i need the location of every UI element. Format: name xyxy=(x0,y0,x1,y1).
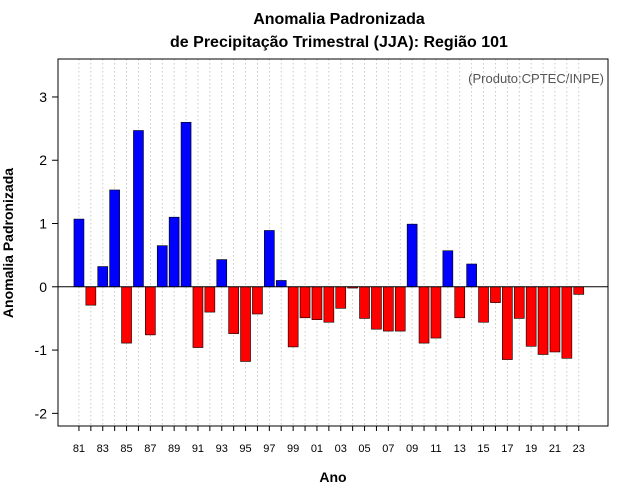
bar-15 xyxy=(478,286,489,323)
x-tick-label: 17 xyxy=(501,443,513,455)
x-tick-label: 81 xyxy=(73,443,85,455)
bar-18 xyxy=(513,286,525,319)
bar-99 xyxy=(287,286,299,348)
x-tick-label: 07 xyxy=(382,443,394,455)
bar-98 xyxy=(275,280,287,288)
x-tick-label: 23 xyxy=(573,443,585,455)
bar-87 xyxy=(145,286,156,336)
x-tick-label: 85 xyxy=(120,443,132,455)
y-axis-label: Anomalia Padronizada xyxy=(0,168,16,318)
y-tick-label: -1 xyxy=(35,342,48,358)
plot-frame xyxy=(57,58,609,427)
bar-83 xyxy=(97,266,109,288)
x-tick-label: 01 xyxy=(311,443,323,455)
bar-94 xyxy=(228,286,239,334)
bar-12 xyxy=(442,250,454,288)
bar-89 xyxy=(168,216,180,288)
y-axis: -2 -1 0 1 2 3 xyxy=(35,89,58,421)
y-tick-label: 0 xyxy=(39,279,47,295)
bar-20 xyxy=(537,286,549,355)
bar-07 xyxy=(383,286,394,332)
y-tick-label: 3 xyxy=(39,89,47,105)
bar-03 xyxy=(335,286,347,309)
grid-lines xyxy=(78,59,580,426)
bar-13 xyxy=(454,286,466,319)
x-tick-label: 89 xyxy=(168,443,180,455)
bar-88 xyxy=(156,245,168,288)
x-tick-label: 09 xyxy=(406,443,418,455)
bars xyxy=(73,121,585,362)
x-axis-label: Ano xyxy=(319,469,346,485)
bar-08 xyxy=(394,286,406,332)
x-tick-label: 93 xyxy=(216,443,228,455)
x-tick-label: 19 xyxy=(525,443,537,455)
x-tick-label: 87 xyxy=(144,443,156,455)
bar-05 xyxy=(359,286,370,319)
x-tick-label: 15 xyxy=(477,443,489,455)
bar-23 xyxy=(573,286,585,295)
x-tick-label: 97 xyxy=(263,443,275,455)
x-tick-label: 91 xyxy=(192,443,204,455)
bar-93 xyxy=(216,259,228,288)
bar-91 xyxy=(192,286,204,348)
bar-09 xyxy=(406,223,418,288)
bar-11 xyxy=(430,286,442,339)
bar-84 xyxy=(109,189,120,288)
bar-90 xyxy=(180,121,192,288)
y-tick-label: 1 xyxy=(39,216,47,232)
bar-16 xyxy=(490,286,501,303)
x-axis: 81 83 85 87 89 91 93 95 97 99 01 03 05 07 09 11 13 15 17 19… xyxy=(73,426,585,455)
bar-97 xyxy=(264,230,275,288)
bar-06 xyxy=(371,286,382,330)
bar-19 xyxy=(525,286,537,347)
bar-01 xyxy=(311,286,323,320)
x-tick-label: 83 xyxy=(97,443,109,455)
x-tick-label: 05 xyxy=(358,443,370,455)
bar-82 xyxy=(85,286,97,306)
x-tick-label: 99 xyxy=(287,443,299,455)
bar-00 xyxy=(299,286,311,319)
bar-95 xyxy=(240,286,251,362)
bar-86 xyxy=(133,130,144,288)
bar-81 xyxy=(73,218,85,288)
x-tick-label: 21 xyxy=(549,443,561,455)
y-tick-label: 2 xyxy=(39,152,47,168)
bar-02 xyxy=(323,286,335,323)
y-tick-label: -2 xyxy=(35,405,48,421)
bar-22 xyxy=(561,286,573,359)
x-tick-label: 11 xyxy=(430,443,441,455)
bar-10 xyxy=(418,286,430,344)
x-tick-label: 13 xyxy=(454,443,466,455)
source-annotation: (Produto:CPTEC/INPE) xyxy=(468,71,604,86)
bar-92 xyxy=(204,286,216,313)
bar-21 xyxy=(549,286,561,353)
bar-85 xyxy=(121,286,132,344)
x-tick-label: 03 xyxy=(335,443,347,455)
bar-17 xyxy=(502,286,513,360)
x-tick-label: 95 xyxy=(239,443,251,455)
bar-14 xyxy=(466,263,477,288)
bar-96 xyxy=(252,286,263,315)
chart-subtitle: de Precipitação Trimestral (JJA): Região… xyxy=(170,34,508,51)
chart-title: Anomalia Padronizada xyxy=(253,11,425,28)
